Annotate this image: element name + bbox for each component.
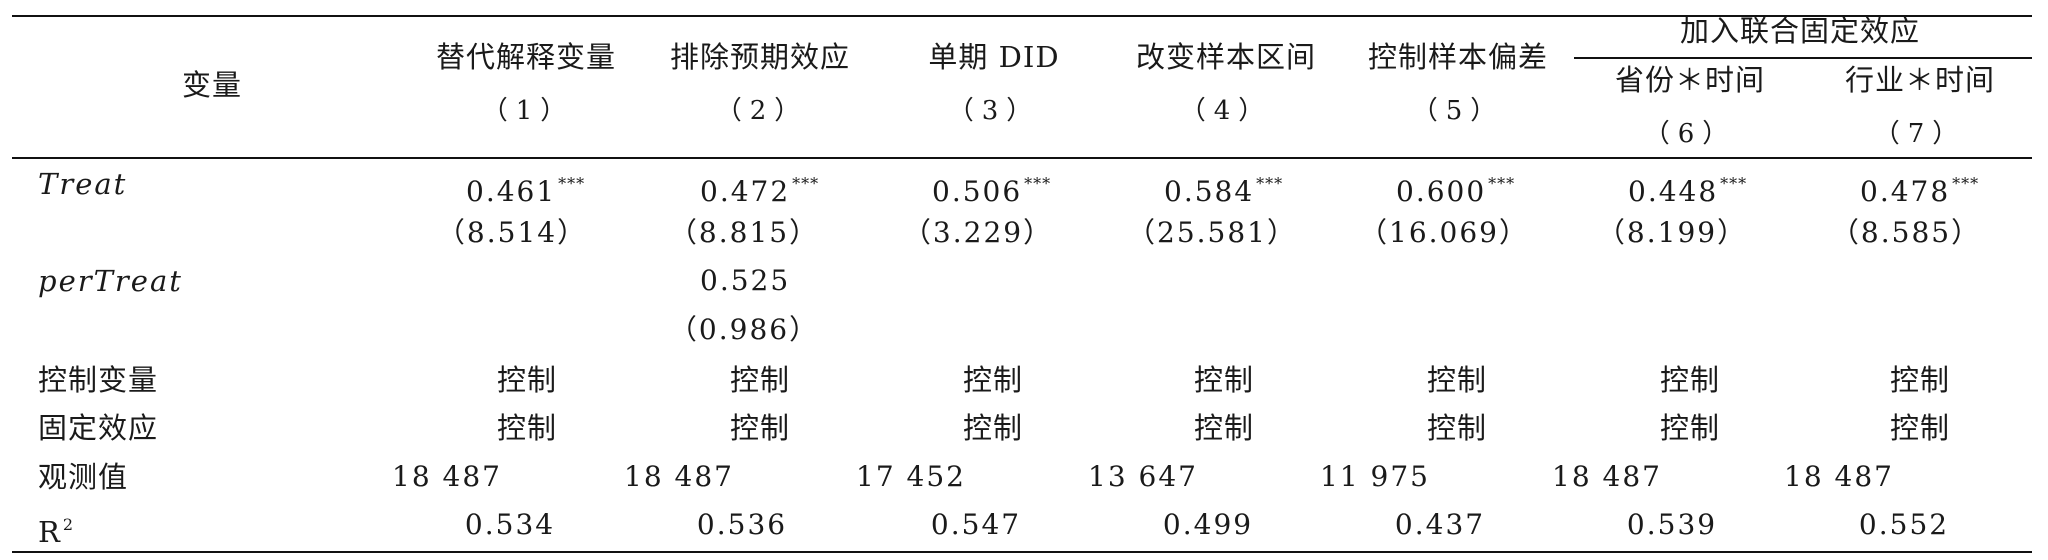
r-squared-7: 0.552 [1858, 508, 1950, 541]
pertreat-coef-2: 0.525 [700, 264, 791, 297]
col2-number: （2） [715, 96, 809, 126]
fixed-effects-3: 控制 [962, 411, 1024, 445]
col3-header: 单期 DID [928, 40, 1060, 74]
fixed-effects-1: 控制 [496, 411, 558, 445]
observations-3: 17 452 [856, 460, 966, 493]
controls-7: 控制 [1889, 363, 1951, 397]
r-squared-3: 0.547 [930, 508, 1022, 541]
col5-number: （5） [1411, 96, 1505, 126]
joint-fe-group-header: 加入联合固定效应 [1679, 14, 1921, 48]
col5-header: 控制样本偏差 [1367, 40, 1549, 74]
treat-tstat-1: （8.514） [436, 216, 588, 249]
r-squared-2: 0.536 [696, 508, 788, 541]
col7-number: （7） [1873, 119, 1967, 149]
fixed-effects-5: 控制 [1426, 411, 1488, 445]
controls-3: 控制 [962, 363, 1024, 397]
col7-header: 行业＊时间 [1844, 63, 1996, 97]
fixed-effects-4: 控制 [1193, 411, 1255, 445]
treat-coef-5: 0.600 *** [1396, 174, 1516, 208]
treat-tstat-5: （16.069） [1359, 216, 1529, 249]
group-underline [1574, 57, 2032, 59]
controls-4: 控制 [1193, 363, 1255, 397]
treat-coef-6: 0.448 *** [1628, 174, 1748, 208]
fixed-effects-label: 固定效应 [38, 411, 159, 445]
observations-5: 11 975 [1320, 460, 1430, 493]
treat-coef-2: 0.472 *** [700, 174, 820, 208]
observations-1: 18 487 [392, 460, 502, 493]
treat-coef-4: 0.584 *** [1164, 174, 1284, 208]
bottom-rule [12, 551, 2032, 553]
observations-2: 18 487 [624, 460, 734, 493]
treat-tstat-7: （8.585） [1830, 216, 1982, 249]
controls-6: 控制 [1659, 363, 1721, 397]
controls-1: 控制 [496, 363, 558, 397]
variable-header: 变量 [181, 68, 243, 102]
pertreat-label: perTreat [38, 264, 183, 298]
fixed-effects-7: 控制 [1889, 411, 1951, 445]
treat-tstat-3: （3.229） [902, 216, 1054, 249]
treat-coef-1: 0.461 *** [466, 174, 586, 208]
controls-2: 控制 [729, 363, 791, 397]
treat-tstat-2: （8.815） [668, 216, 820, 249]
col6-header: 省份＊时间 [1614, 63, 1766, 97]
col1-number: （1） [481, 96, 575, 126]
col6-number: （6） [1643, 119, 1737, 149]
r-squared-4: 0.499 [1162, 508, 1254, 541]
r-squared-6: 0.539 [1626, 508, 1718, 541]
top-rule [12, 15, 2032, 17]
observations-7: 18 487 [1784, 460, 1894, 493]
fixed-effects-6: 控制 [1659, 411, 1721, 445]
observations-label: 观测值 [38, 460, 129, 494]
treat-tstat-4: （25.581） [1127, 216, 1297, 249]
col2-header: 排除预期效应 [669, 40, 851, 74]
controls-5: 控制 [1426, 363, 1488, 397]
treat-coef-7: 0.478 *** [1860, 174, 1980, 208]
r-squared-5: 0.437 [1394, 508, 1486, 541]
treat-label: Treat [38, 167, 128, 201]
col3-number: （3） [947, 96, 1041, 126]
treat-tstat-6: （8.199） [1596, 216, 1748, 249]
fixed-effects-2: 控制 [729, 411, 791, 445]
pertreat-tstat-2: （0.986） [668, 313, 820, 346]
treat-coef-3: 0.506 *** [932, 174, 1052, 208]
controls-label: 控制变量 [38, 363, 159, 397]
col4-header: 改变样本区间 [1135, 40, 1317, 74]
header-rule [12, 157, 2032, 159]
col4-number: （4） [1179, 96, 1273, 126]
r-squared-1: 0.534 [464, 508, 556, 541]
observations-4: 13 647 [1088, 460, 1198, 493]
observations-6: 18 487 [1552, 460, 1662, 493]
col1-header: 替代解释变量 [435, 40, 617, 74]
